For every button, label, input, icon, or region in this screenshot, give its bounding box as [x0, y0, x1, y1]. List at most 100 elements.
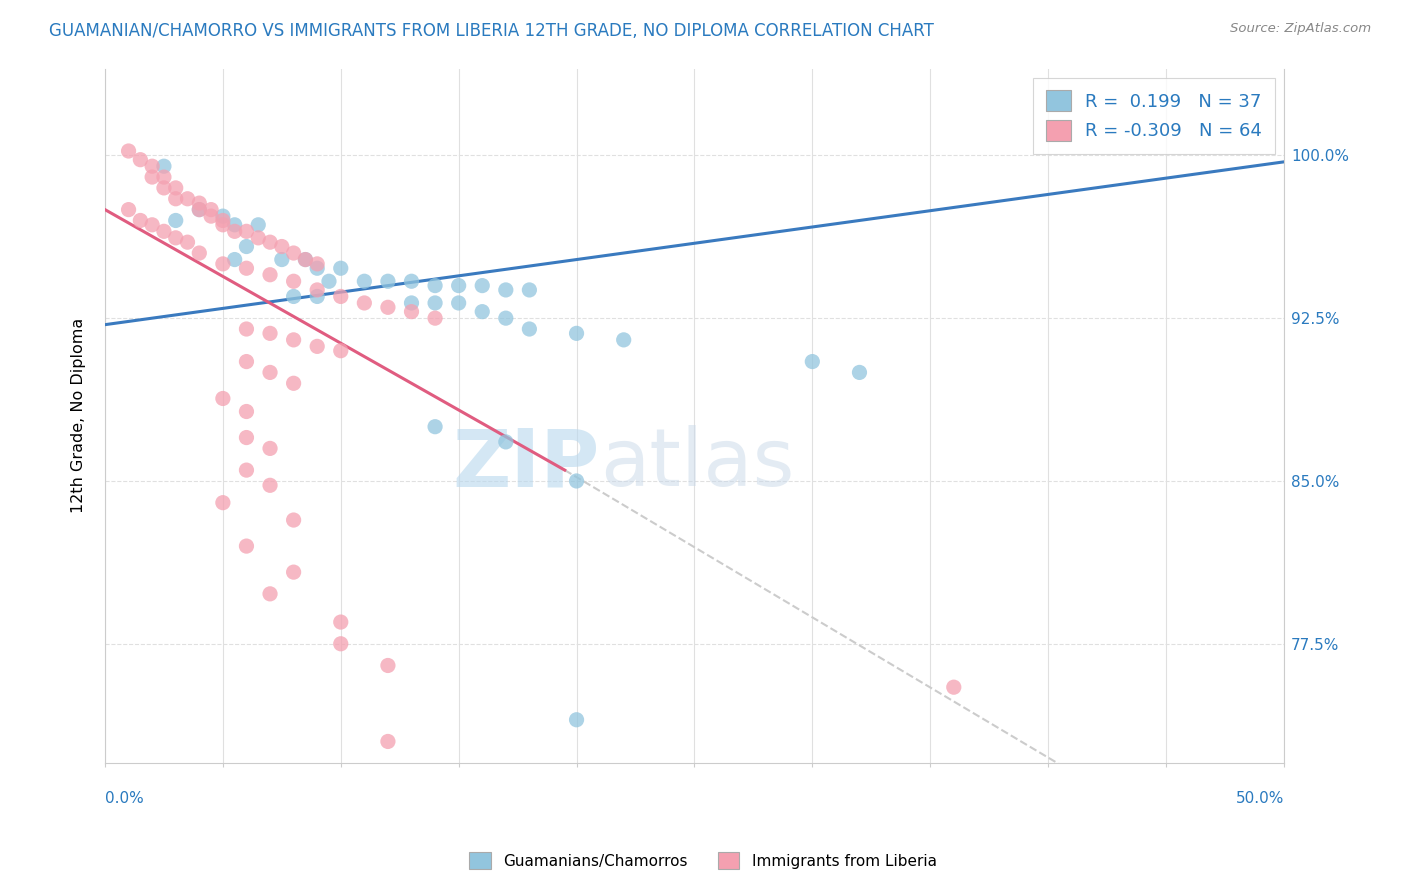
Point — [329, 261, 352, 276]
Point — [259, 478, 281, 492]
Point — [848, 366, 870, 380]
Point — [801, 354, 824, 368]
Point — [212, 209, 235, 223]
Legend: Guamanians/Chamorros, Immigrants from Liberia: Guamanians/Chamorros, Immigrants from Li… — [463, 846, 943, 875]
Point — [283, 246, 305, 260]
Point — [283, 565, 305, 579]
Point — [329, 289, 352, 303]
Point — [401, 274, 423, 288]
Point — [141, 169, 163, 184]
Legend: R =  0.199   N = 37, R = -0.309   N = 64: R = 0.199 N = 37, R = -0.309 N = 64 — [1033, 78, 1275, 153]
Point — [141, 159, 163, 173]
Point — [188, 202, 211, 217]
Point — [294, 252, 316, 267]
Point — [117, 202, 139, 217]
Point — [353, 274, 375, 288]
Point — [153, 159, 176, 173]
Point — [259, 366, 281, 380]
Text: ZIP: ZIP — [453, 425, 600, 503]
Point — [259, 587, 281, 601]
Point — [235, 431, 257, 445]
Point — [377, 301, 399, 315]
Point — [423, 296, 446, 310]
Point — [224, 224, 246, 238]
Point — [377, 658, 399, 673]
Point — [129, 153, 152, 167]
Point — [259, 326, 281, 341]
Point — [259, 442, 281, 456]
Point — [153, 181, 176, 195]
Point — [307, 283, 329, 297]
Point — [200, 209, 222, 223]
Point — [471, 304, 494, 318]
Point — [294, 252, 316, 267]
Point — [565, 713, 588, 727]
Point — [235, 239, 257, 253]
Point — [423, 278, 446, 293]
Point — [212, 496, 235, 510]
Point — [165, 213, 187, 227]
Point — [307, 339, 329, 353]
Point — [235, 354, 257, 368]
Point — [235, 224, 257, 238]
Point — [235, 261, 257, 276]
Point — [401, 304, 423, 318]
Text: 0.0%: 0.0% — [105, 791, 143, 806]
Point — [270, 239, 292, 253]
Point — [153, 169, 176, 184]
Point — [188, 196, 211, 211]
Point — [165, 192, 187, 206]
Point — [447, 278, 470, 293]
Y-axis label: 12th Grade, No Diploma: 12th Grade, No Diploma — [72, 318, 86, 514]
Point — [176, 192, 198, 206]
Point — [212, 218, 235, 232]
Point — [401, 296, 423, 310]
Point — [283, 289, 305, 303]
Point — [318, 274, 340, 288]
Point — [377, 274, 399, 288]
Point — [283, 333, 305, 347]
Point — [565, 474, 588, 488]
Point — [329, 615, 352, 629]
Point — [565, 326, 588, 341]
Point — [212, 257, 235, 271]
Point — [495, 434, 517, 449]
Point — [353, 296, 375, 310]
Point — [212, 392, 235, 406]
Point — [307, 261, 329, 276]
Point — [129, 213, 152, 227]
Point — [471, 278, 494, 293]
Point — [283, 513, 305, 527]
Point — [447, 296, 470, 310]
Point — [247, 231, 270, 245]
Point — [117, 144, 139, 158]
Point — [224, 252, 246, 267]
Point — [307, 257, 329, 271]
Point — [212, 213, 235, 227]
Point — [283, 376, 305, 391]
Text: Source: ZipAtlas.com: Source: ZipAtlas.com — [1230, 22, 1371, 36]
Point — [188, 202, 211, 217]
Point — [495, 311, 517, 326]
Point — [423, 311, 446, 326]
Point — [329, 637, 352, 651]
Text: atlas: atlas — [600, 425, 794, 503]
Point — [235, 463, 257, 477]
Point — [283, 274, 305, 288]
Point — [165, 231, 187, 245]
Point — [519, 283, 541, 297]
Point — [423, 419, 446, 434]
Point — [165, 181, 187, 195]
Point — [942, 680, 965, 694]
Point — [235, 404, 257, 418]
Point — [153, 224, 176, 238]
Point — [613, 333, 636, 347]
Point — [235, 322, 257, 336]
Point — [307, 289, 329, 303]
Point — [519, 322, 541, 336]
Point — [235, 539, 257, 553]
Point — [200, 202, 222, 217]
Point — [259, 235, 281, 250]
Point — [377, 734, 399, 748]
Point — [188, 246, 211, 260]
